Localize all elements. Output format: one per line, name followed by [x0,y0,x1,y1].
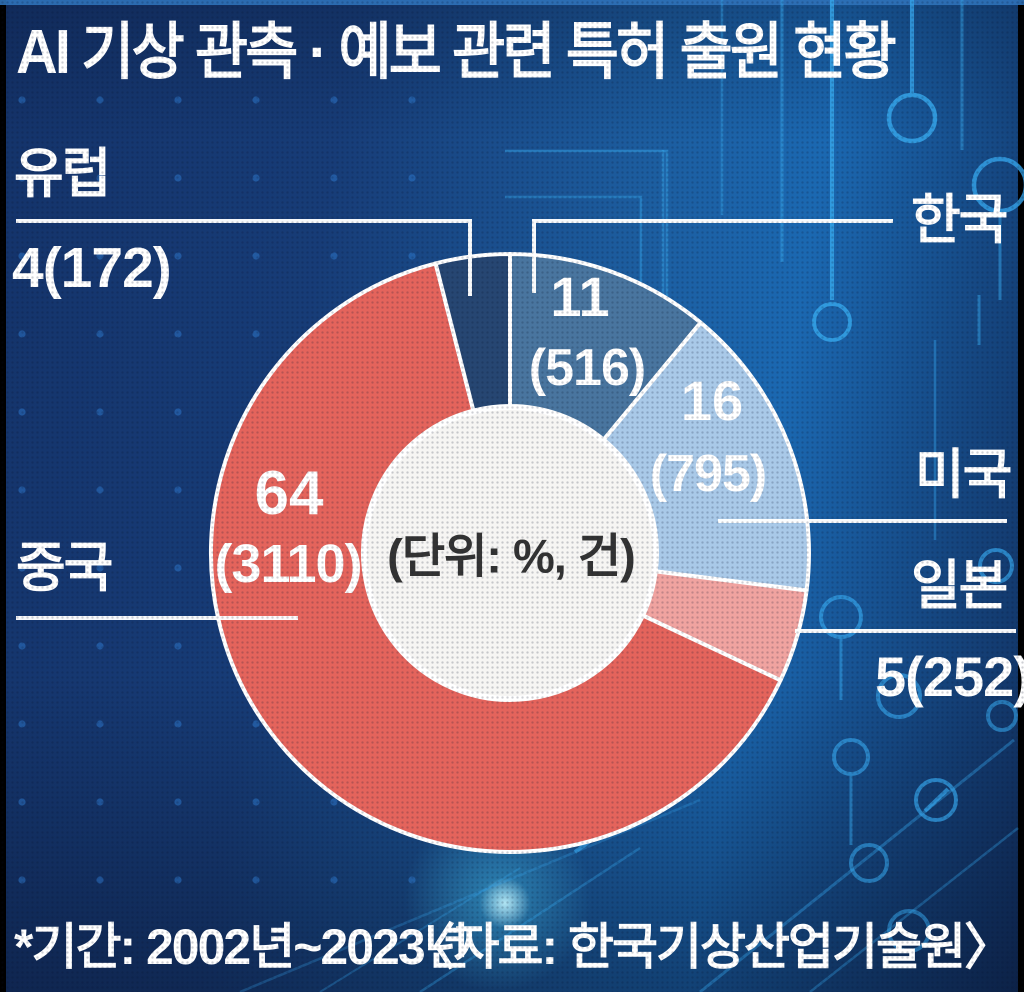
value-japan: 5(252) [875,645,1024,708]
circuit-node-icon [978,548,1014,584]
label-usa: 미국 [915,445,1012,505]
donut-segments [209,252,811,854]
segment-value-china-count: (3110) [214,534,362,594]
circuit-node-icon [986,700,1018,732]
segment-value-usa-percent: 16 [680,369,744,432]
segment-value-korea-count: (516) [528,339,646,397]
circuit-node-icon [876,673,922,719]
segment-value-korea-percent: 11 [550,265,610,328]
page-title: AI 기상 관측 · 예보 관련 특허 출원 현황 [16,18,897,87]
leader-lines [16,219,1016,633]
segment-value-usa-count: (795) [649,445,767,503]
circuit-node-icon [849,843,889,883]
circuit-node-icon [812,302,852,342]
label-korea: 한국 [911,190,1008,250]
top-edge-strip [0,0,1024,5]
circuit-node-icon [886,92,938,144]
label-japan: 일본 [911,556,1008,616]
footnote-source: 〈자료: 한국기상산업기술원〉 [405,919,1014,975]
footnote-period: *기간: 2002년~2023년 [14,919,470,975]
donut-center-hole [363,406,657,700]
circuit-node-icon [832,738,870,776]
value-europe: 4(172) [12,236,172,300]
circuit-node-icon [887,909,931,953]
donut-segment-usa [601,320,811,593]
label-europe: 유럽 [14,144,111,204]
circuit-node-icon [971,156,1024,214]
leader-line-korea [532,219,893,293]
circuit-node-icon [914,778,958,822]
circuit-traces [239,0,1024,992]
segment-value-china-percent: 64 [254,459,324,528]
label-china: 중국 [16,538,113,598]
leader-line-europe [16,219,472,296]
circuit-node-icon [819,595,863,639]
unit-note: (단위: %, 건) [387,529,636,583]
